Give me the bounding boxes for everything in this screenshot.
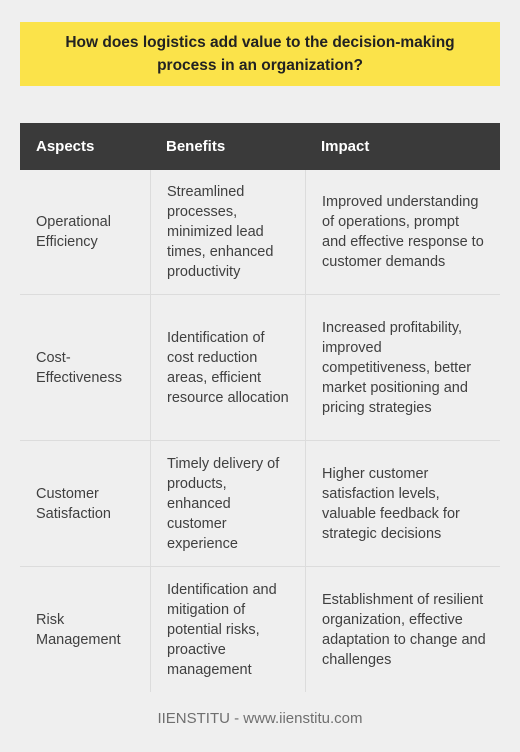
- aspect-cell: Cost-Effectiveness: [36, 349, 122, 386]
- column-header-aspects: Aspects: [36, 137, 95, 155]
- impact-cell: Establishment of resilient organization,…: [305, 567, 500, 692]
- impact-cell: Increased profitability, improved compet…: [305, 295, 500, 440]
- impact-cell: Improved understanding of operations, pr…: [305, 170, 500, 294]
- table-row: Operational Efficiency Streamlined proce…: [20, 170, 500, 295]
- footer-credit: IIENSTITU - www.iienstitu.com: [157, 710, 363, 727]
- aspect-cell: Operational Efficiency: [36, 214, 111, 250]
- column-header-impact: Impact: [321, 137, 370, 155]
- aspect-cell: Risk Management: [36, 611, 121, 648]
- impact-cell: Higher customer satisfaction levels, val…: [305, 441, 500, 566]
- benefits-cell: Streamlined processes, minimized lead ti…: [150, 170, 305, 294]
- benefits-cell: Timely delivery of products, enhanced cu…: [150, 441, 305, 566]
- table-row: Customer Satisfaction Timely delivery of…: [20, 441, 500, 567]
- table-header-row: Aspects Benefits Impact: [20, 123, 500, 170]
- benefits-cell: Identification and mitigation of potenti…: [150, 567, 305, 692]
- column-header-benefits: Benefits: [166, 137, 226, 155]
- benefits-cell: Identification of cost reduction areas, …: [150, 295, 305, 440]
- page-title-text: How does logistics add value to the deci…: [65, 34, 455, 74]
- page-title: How does logistics add value to the deci…: [20, 22, 500, 86]
- comparison-table: Aspects Benefits Impact Operational Effi…: [20, 123, 500, 692]
- table-row: Risk Management Identification and mitig…: [20, 567, 500, 692]
- aspect-cell: Customer Satisfaction: [36, 485, 111, 522]
- table-row: Cost-Effectiveness Identification of cos…: [20, 295, 500, 441]
